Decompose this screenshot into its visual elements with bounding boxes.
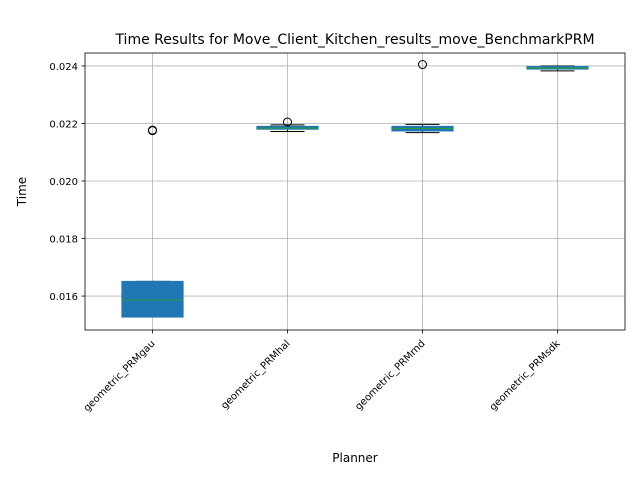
plot-frame (84, 52, 626, 331)
y-axis-label: Time (15, 177, 29, 207)
iqr-box (121, 280, 184, 318)
y-tick-label: 0.020 (49, 177, 78, 188)
chart-title: Time Results for Move_Client_Kitchen_res… (114, 32, 594, 48)
box-geometric_PRMsdk (526, 65, 589, 72)
box-geometric_PRMgau (121, 125, 184, 318)
outlier-point (418, 60, 427, 70)
y-tick-label: 0.018 (49, 235, 78, 246)
box-geometric_PRMrnd (391, 60, 454, 134)
box-series (121, 60, 589, 318)
y-tick-label: 0.024 (49, 62, 78, 73)
y-tick-label: 0.022 (49, 119, 78, 130)
box-geometric_PRMhal (256, 117, 319, 133)
y-axis: 0.016 0.018 0.020 0.022 0.024 (49, 62, 85, 303)
y-tick-label: 0.016 (49, 292, 78, 303)
outlier-point (283, 117, 292, 127)
x-axis-label: Planner (332, 451, 378, 465)
outlier-point (148, 126, 157, 136)
grid-lines (85, 53, 625, 330)
